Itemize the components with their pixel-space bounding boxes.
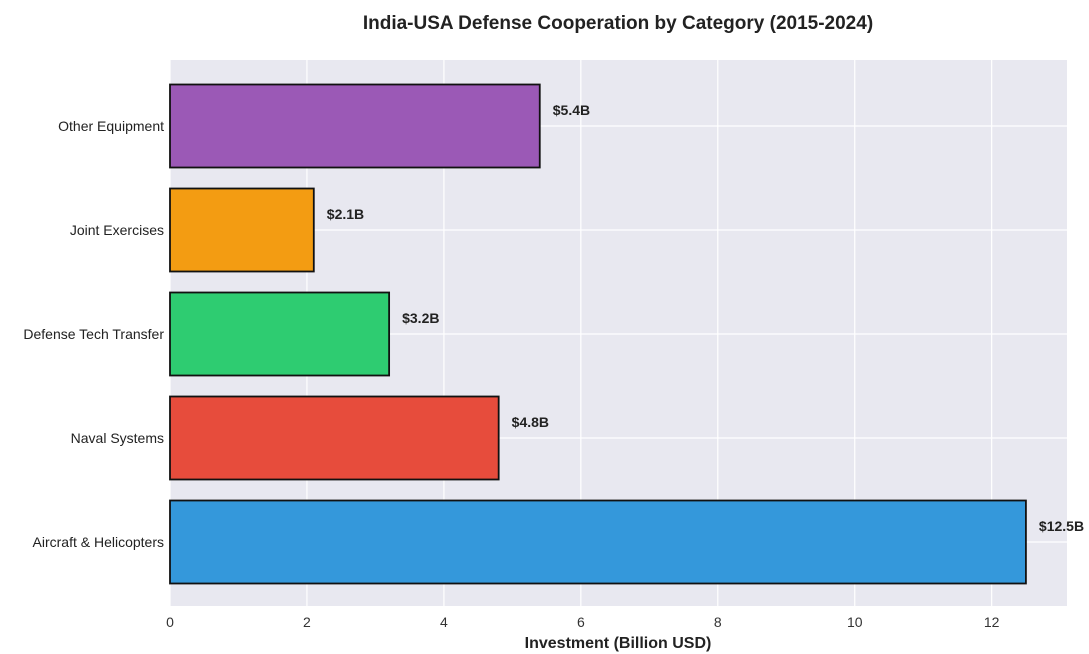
x-tick-label-6: 12	[984, 614, 1000, 630]
data-label-2: $3.2B	[402, 310, 439, 326]
x-axis-label: Investment (Billion USD)	[525, 635, 712, 652]
category-label-1: Naval Systems	[71, 430, 164, 446]
category-label-4: Other Equipment	[58, 118, 164, 134]
bar-0	[169, 499, 1027, 585]
category-label-3: Joint Exercises	[70, 222, 164, 238]
x-axis-ticks: 0 2 4 6 8 10 12	[166, 614, 1000, 630]
data-labels: $12.5B $4.8B $3.2B $2.1B $5.4B	[327, 102, 1084, 534]
data-label-1: $4.8B	[512, 414, 549, 430]
x-tick-label-5: 10	[847, 614, 863, 630]
category-label-2: Defense Tech Transfer	[23, 326, 164, 342]
bar-2	[169, 291, 391, 377]
x-tick-label-2: 4	[440, 614, 448, 630]
chart-title: India-USA Defense Cooperation by Categor…	[363, 13, 873, 34]
x-tick-label-4: 8	[714, 614, 722, 630]
x-tick-label-3: 6	[577, 614, 585, 630]
bar-1	[169, 395, 500, 481]
category-labels: Aircraft & Helicopters Naval Systems Defen…	[23, 118, 164, 550]
data-label-3: $2.1B	[327, 206, 364, 222]
data-label-0: $12.5B	[1039, 518, 1084, 534]
bars	[169, 83, 1027, 585]
bar-3	[169, 187, 315, 273]
category-label-0: Aircraft & Helicopters	[33, 534, 164, 550]
x-tick-label-1: 2	[303, 614, 311, 630]
bar-4	[169, 83, 541, 169]
x-tick-label-0: 0	[166, 614, 174, 630]
data-label-4: $5.4B	[553, 102, 590, 118]
